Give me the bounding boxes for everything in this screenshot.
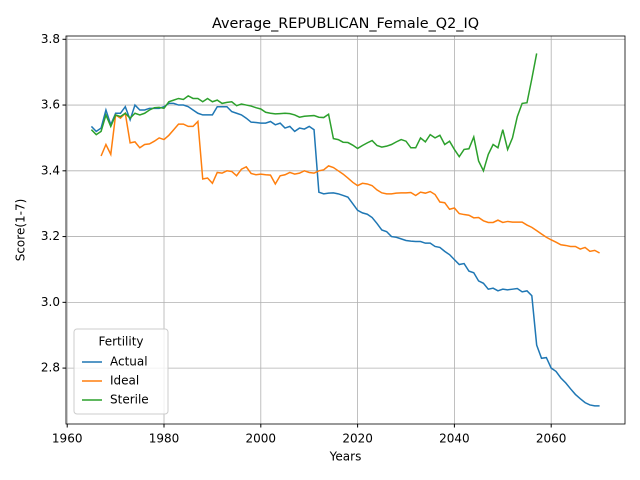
legend-box (73, 328, 169, 415)
x-tick-label: 2060 (536, 432, 567, 446)
x-tick-label: 2040 (439, 432, 470, 446)
chart-title: Average_REPUBLICAN_Female_Q2_IQ (212, 16, 479, 32)
x-axis-label: Years (329, 450, 362, 464)
plot-frame (65, 35, 626, 425)
y-tick-label: 2.8 (41, 361, 60, 375)
y-tick-label: 3.6 (41, 98, 60, 112)
y-tick-label: 3.8 (41, 32, 60, 46)
y-axis-label: Score(1-7) (14, 199, 28, 262)
series-line (100, 111, 600, 254)
x-tick-label: 2000 (246, 432, 277, 446)
legend-label: Sterile (110, 393, 149, 407)
series-line (90, 102, 600, 407)
x-tick-label: 2020 (342, 432, 373, 446)
x-tick-label: 1960 (52, 432, 83, 446)
y-tick-label: 3.4 (41, 163, 60, 177)
x-tick-label: 1980 (149, 432, 180, 446)
legend: Fertility Actual Ideal Sterile (73, 328, 169, 415)
y-tick-label: 3.0 (41, 295, 60, 309)
y-tick-label: 3.2 (41, 229, 60, 243)
legend-title: Fertility (98, 335, 143, 349)
legend-label: Ideal (110, 374, 139, 388)
series-line (90, 53, 538, 173)
legend-label: Actual (110, 355, 148, 369)
